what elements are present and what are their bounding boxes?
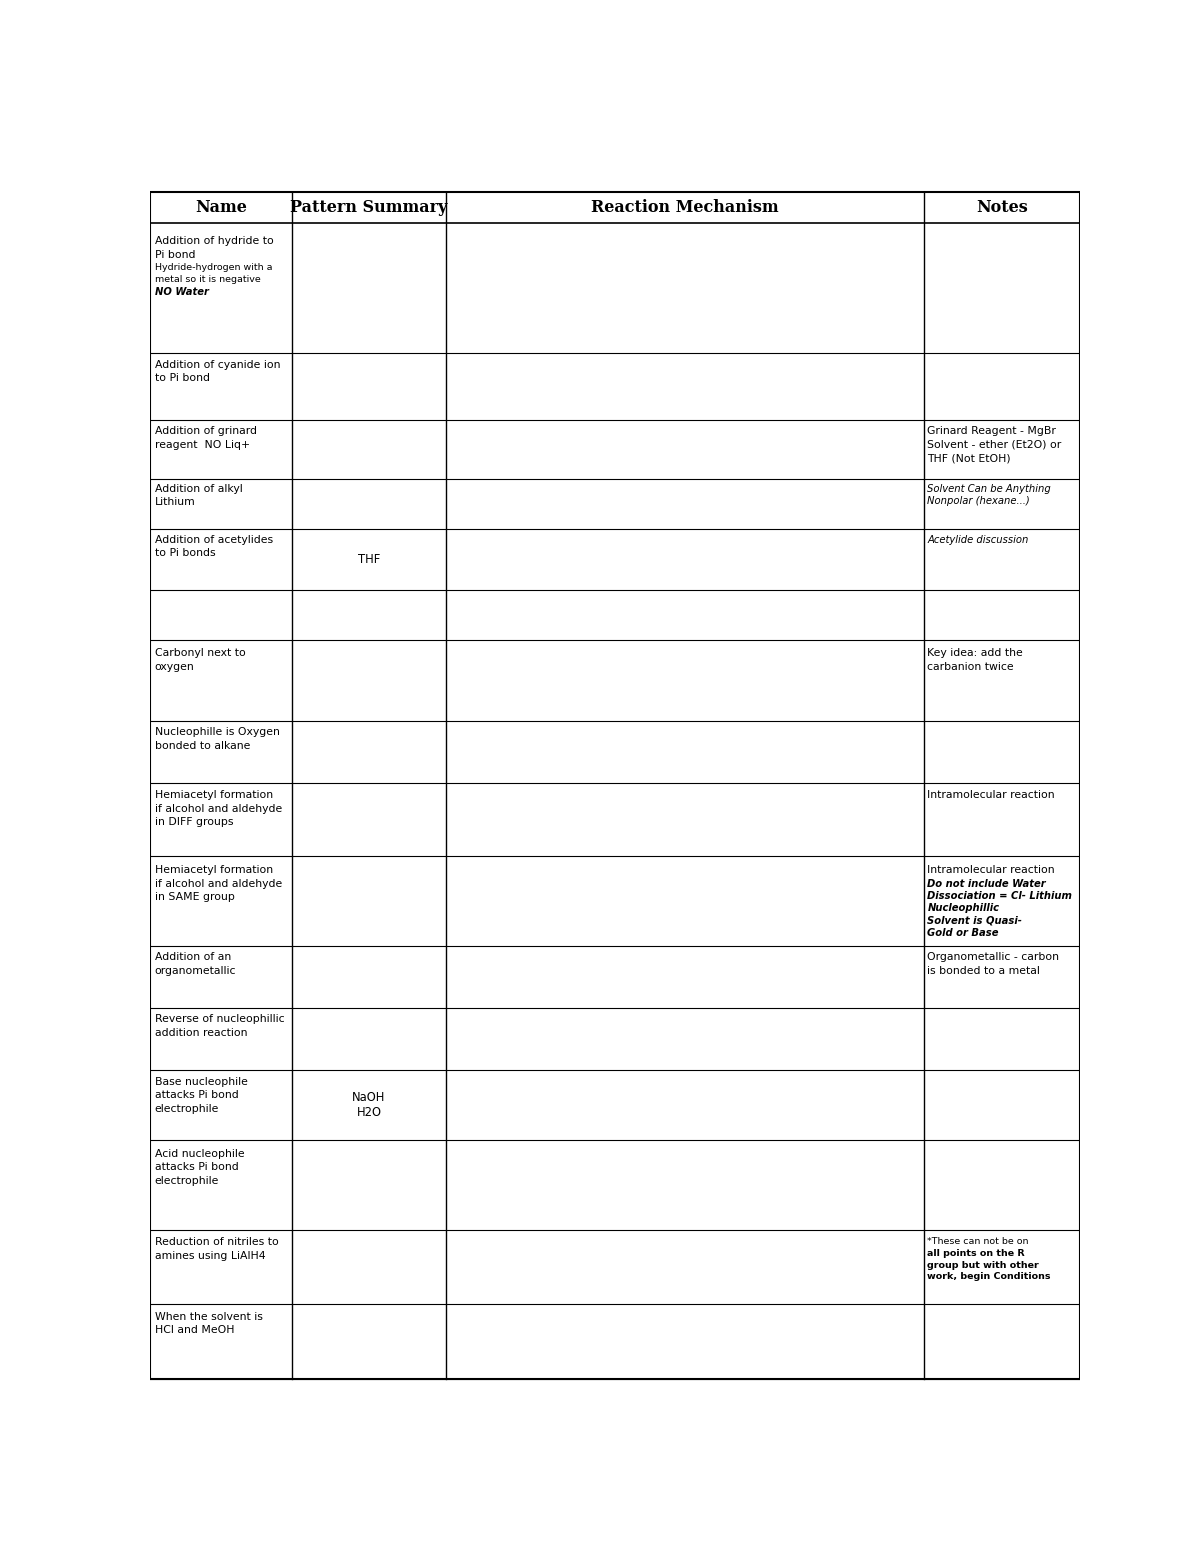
Text: Addition of cyanide ion: Addition of cyanide ion bbox=[155, 360, 280, 370]
Text: oxygen: oxygen bbox=[155, 662, 194, 671]
Text: reagent  NO Liq+: reagent NO Liq+ bbox=[155, 439, 250, 450]
Text: Reverse of nucleophillic: Reverse of nucleophillic bbox=[155, 1014, 284, 1025]
Text: Name: Name bbox=[196, 199, 247, 216]
Text: HCl and MeOH: HCl and MeOH bbox=[155, 1325, 234, 1336]
Text: Reaction Mechanism: Reaction Mechanism bbox=[590, 199, 779, 216]
Text: Solvent - ether (Et2O) or: Solvent - ether (Et2O) or bbox=[928, 439, 1062, 450]
Text: Key idea: add the: Key idea: add the bbox=[928, 648, 1024, 658]
Text: *These can not be on: *These can not be on bbox=[928, 1238, 1028, 1247]
Text: in DIFF groups: in DIFF groups bbox=[155, 817, 233, 828]
Text: Addition of alkyl: Addition of alkyl bbox=[155, 485, 242, 494]
Text: Reduction of nitriles to: Reduction of nitriles to bbox=[155, 1238, 278, 1247]
Text: Carbonyl next to: Carbonyl next to bbox=[155, 648, 246, 658]
Text: attacks Pi bond: attacks Pi bond bbox=[155, 1090, 239, 1101]
Text: amines using LiAlH4: amines using LiAlH4 bbox=[155, 1250, 265, 1261]
Text: Nucleophillic: Nucleophillic bbox=[928, 904, 1000, 913]
Text: Hemiacetyl formation: Hemiacetyl formation bbox=[155, 865, 272, 876]
Text: metal so it is negative: metal so it is negative bbox=[155, 275, 260, 284]
Text: if alcohol and aldehyde: if alcohol and aldehyde bbox=[155, 804, 282, 814]
Text: Addition of an: Addition of an bbox=[155, 952, 230, 963]
Text: group but with other: group but with other bbox=[928, 1261, 1039, 1270]
Text: in SAME group: in SAME group bbox=[155, 891, 234, 902]
Text: Grinard Reagent - MgBr: Grinard Reagent - MgBr bbox=[928, 427, 1056, 436]
Text: Intramolecular reaction: Intramolecular reaction bbox=[928, 865, 1055, 876]
Text: Solvent Can be Anything: Solvent Can be Anything bbox=[928, 485, 1051, 494]
Text: Organometallic - carbon: Organometallic - carbon bbox=[928, 952, 1060, 963]
Text: Solvent is Quasi-: Solvent is Quasi- bbox=[928, 916, 1022, 926]
Text: THF: THF bbox=[358, 553, 380, 565]
Text: to Pi bonds: to Pi bonds bbox=[155, 548, 215, 558]
Text: Do not include Water: Do not include Water bbox=[928, 879, 1046, 888]
Text: Addition of hydride to: Addition of hydride to bbox=[155, 236, 274, 247]
Text: Intramolecular reaction: Intramolecular reaction bbox=[928, 790, 1055, 800]
Text: Addition of grinard: Addition of grinard bbox=[155, 427, 257, 436]
Text: organometallic: organometallic bbox=[155, 966, 236, 975]
Text: electrophile: electrophile bbox=[155, 1104, 220, 1114]
Text: addition reaction: addition reaction bbox=[155, 1028, 247, 1037]
Text: Dissociation = Cl- Lithium: Dissociation = Cl- Lithium bbox=[928, 891, 1073, 901]
Text: to Pi bond: to Pi bond bbox=[155, 373, 210, 384]
Text: NO Water: NO Water bbox=[155, 286, 209, 297]
Text: Pi bond: Pi bond bbox=[155, 250, 196, 259]
Text: all points on the R: all points on the R bbox=[928, 1249, 1025, 1258]
Text: work, begin Conditions: work, begin Conditions bbox=[928, 1272, 1051, 1281]
Text: Acid nucleophile: Acid nucleophile bbox=[155, 1149, 245, 1159]
Text: if alcohol and aldehyde: if alcohol and aldehyde bbox=[155, 879, 282, 888]
Text: Pattern Summary: Pattern Summary bbox=[290, 199, 448, 216]
Text: Nonpolar (hexane...): Nonpolar (hexane...) bbox=[928, 497, 1031, 506]
Text: Lithium: Lithium bbox=[155, 497, 196, 508]
Text: attacks Pi bond: attacks Pi bond bbox=[155, 1162, 239, 1173]
Text: THF (Not EtOH): THF (Not EtOH) bbox=[928, 453, 1012, 463]
Text: NaOH
H2O: NaOH H2O bbox=[353, 1092, 385, 1120]
Text: Gold or Base: Gold or Base bbox=[928, 929, 998, 938]
Text: is bonded to a metal: is bonded to a metal bbox=[928, 966, 1040, 975]
Text: bonded to alkane: bonded to alkane bbox=[155, 741, 250, 750]
Text: Acetylide discussion: Acetylide discussion bbox=[928, 534, 1028, 545]
Text: electrophile: electrophile bbox=[155, 1176, 220, 1185]
Text: Hydride-hydrogen with a: Hydride-hydrogen with a bbox=[155, 262, 272, 272]
Text: Nucleophille is Oxygen: Nucleophille is Oxygen bbox=[155, 727, 280, 738]
Text: When the solvent is: When the solvent is bbox=[155, 1312, 263, 1322]
Text: Base nucleophile: Base nucleophile bbox=[155, 1078, 247, 1087]
Text: Addition of acetylides: Addition of acetylides bbox=[155, 534, 272, 545]
Text: Notes: Notes bbox=[976, 199, 1027, 216]
Text: Hemiacetyl formation: Hemiacetyl formation bbox=[155, 790, 272, 800]
Text: carbanion twice: carbanion twice bbox=[928, 662, 1014, 671]
